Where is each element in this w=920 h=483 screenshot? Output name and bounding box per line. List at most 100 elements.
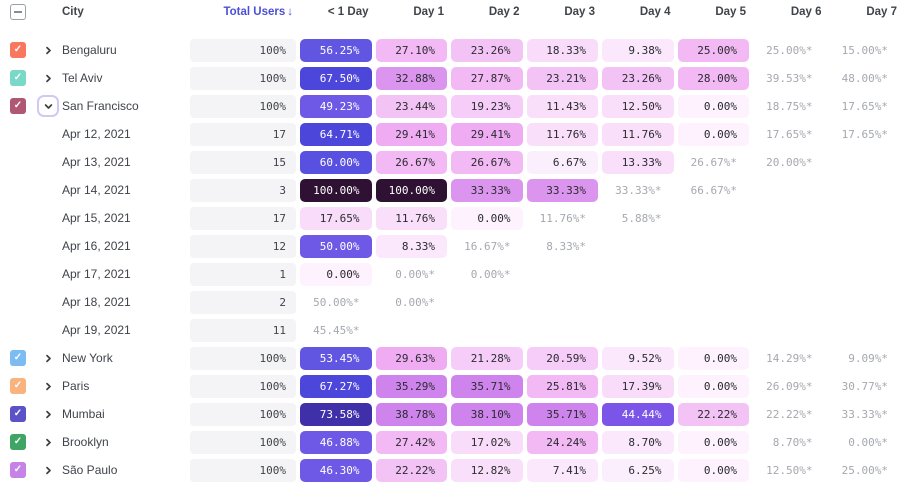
retention-value-pill[interactable]: 0.00%: [300, 262, 372, 286]
retention-value-pill[interactable]: 27.42%: [375, 430, 447, 454]
row-checkbox[interactable]: ✓: [10, 98, 26, 114]
expand-row-button[interactable]: [37, 459, 59, 481]
column-header-day-2[interactable]: Day 2: [488, 5, 520, 18]
collapse-row-button[interactable]: [37, 95, 59, 117]
retention-value-pill[interactable]: 13.33%: [602, 150, 674, 174]
cohort-date-row: Apr 16, 2021 12 50.00% 8.33% 16.67%* 8.33%*: [0, 232, 920, 260]
retention-value-pill[interactable]: 12.82%: [451, 458, 523, 482]
retention-value-partial: 15.00%*: [841, 43, 888, 57]
retention-value-pill[interactable]: 11.43%: [526, 94, 598, 118]
retention-value-pill[interactable]: 22.22%: [375, 458, 447, 482]
retention-value-pill[interactable]: 35.71%: [451, 374, 523, 398]
retention-value-pill[interactable]: 0.00%: [677, 458, 749, 482]
retention-value-pill[interactable]: 21.28%: [451, 346, 523, 370]
expand-row-button[interactable]: [37, 67, 59, 89]
retention-value-pill[interactable]: 53.45%: [300, 346, 372, 370]
retention-value-pill[interactable]: 8.70%: [602, 430, 674, 454]
retention-value-pill[interactable]: 46.88%: [300, 430, 372, 454]
retention-value-pill[interactable]: 23.26%: [602, 66, 674, 90]
expand-row-button[interactable]: [37, 375, 59, 397]
retention-value-pill[interactable]: 17.02%: [451, 430, 523, 454]
row-checkbox[interactable]: ✓: [10, 434, 26, 450]
row-checkbox[interactable]: ✓: [10, 350, 26, 366]
retention-value-pill[interactable]: 17.39%: [602, 374, 674, 398]
retention-value-pill[interactable]: 33.33%: [451, 178, 523, 202]
retention-value-pill[interactable]: 6.25%: [602, 458, 674, 482]
retention-value-pill[interactable]: 0.00%: [677, 94, 749, 118]
retention-value-pill[interactable]: 0.00%: [451, 206, 523, 230]
retention-value-pill[interactable]: 29.41%: [375, 122, 447, 146]
select-all-checkbox[interactable]: [10, 3, 26, 20]
retention-value-pill[interactable]: 60.00%: [300, 150, 372, 174]
retention-value-pill[interactable]: 25.81%: [526, 374, 598, 398]
retention-value-pill[interactable]: 0.00%: [677, 346, 749, 370]
row-checkbox[interactable]: ✓: [10, 42, 26, 58]
retention-value-pill[interactable]: 23.26%: [451, 38, 523, 62]
column-header-total-users[interactable]: Total Users ↓: [190, 6, 296, 18]
retention-value-pill[interactable]: 35.71%: [526, 402, 598, 426]
retention-value-pill[interactable]: 11.76%: [375, 206, 447, 230]
column-header-day-1[interactable]: Day 1: [413, 5, 444, 18]
retention-value-pill[interactable]: 28.00%: [677, 66, 749, 90]
retention-value-pill[interactable]: 29.41%: [451, 122, 523, 146]
retention-value-pill[interactable]: 26.67%: [375, 150, 447, 174]
column-header-day-6[interactable]: Day 6: [790, 5, 822, 18]
row-checkbox[interactable]: ✓: [10, 462, 26, 478]
expand-row-button[interactable]: [37, 431, 59, 453]
retention-value-pill[interactable]: 100.00%: [300, 178, 372, 202]
column-header-day-7[interactable]: Day 7: [866, 5, 897, 18]
column-header-day-3[interactable]: Day 3: [564, 5, 595, 18]
retention-value-pill[interactable]: 67.50%: [300, 66, 372, 90]
retention-value-pill[interactable]: 23.21%: [526, 66, 598, 90]
row-checkbox[interactable]: ✓: [10, 70, 26, 86]
retention-value-pill[interactable]: 11.76%: [602, 122, 674, 146]
retention-value-pill[interactable]: 18.33%: [526, 38, 598, 62]
retention-value-pill[interactable]: 25.00%: [677, 38, 749, 62]
column-header-day-4[interactable]: Day 4: [639, 5, 671, 18]
retention-value-pill[interactable]: 44.44%: [602, 402, 674, 426]
retention-value-pill[interactable]: 9.52%: [602, 346, 674, 370]
retention-value-pill[interactable]: 73.58%: [300, 402, 372, 426]
retention-value-pill[interactable]: 23.44%: [375, 94, 447, 118]
expand-row-button[interactable]: [37, 403, 59, 425]
retention-value-pill[interactable]: 33.33%: [526, 178, 598, 202]
retention-value-pill[interactable]: 49.23%: [300, 94, 372, 118]
column-header-day-5[interactable]: Day 5: [715, 5, 746, 18]
retention-value-pill[interactable]: 38.10%: [451, 402, 523, 426]
expand-row-button[interactable]: [37, 39, 59, 61]
retention-value-pill[interactable]: 12.50%: [602, 94, 674, 118]
retention-value-pill[interactable]: 0.00%: [677, 374, 749, 398]
retention-cell-day-6: 22.22%*: [749, 403, 825, 426]
retention-value-pill[interactable]: 20.59%: [526, 346, 598, 370]
retention-value-pill[interactable]: 22.22%: [677, 402, 749, 426]
retention-value-pill[interactable]: 46.30%: [300, 458, 372, 482]
column-header-city[interactable]: City: [62, 5, 84, 18]
retention-value-pill[interactable]: 38.78%: [375, 402, 447, 426]
retention-value-pill[interactable]: 24.24%: [526, 430, 598, 454]
retention-value-pill[interactable]: 67.27%: [300, 374, 372, 398]
retention-value-pill[interactable]: 50.00%: [300, 234, 372, 258]
retention-value-pill[interactable]: 17.65%: [300, 206, 372, 230]
retention-value-pill[interactable]: 26.67%: [451, 150, 523, 174]
retention-value-pill[interactable]: 19.23%: [451, 94, 523, 118]
retention-value-pill[interactable]: 27.87%: [451, 66, 523, 90]
retention-value-pill[interactable]: 35.29%: [375, 374, 447, 398]
retention-value-pill[interactable]: 32.88%: [375, 66, 447, 90]
expand-row-button[interactable]: [37, 347, 59, 369]
retention-value-pill[interactable]: 27.10%: [375, 38, 447, 62]
retention-value-pill[interactable]: 29.63%: [375, 346, 447, 370]
row-checkbox[interactable]: ✓: [10, 406, 26, 422]
retention-value-pill[interactable]: 6.67%: [526, 150, 598, 174]
retention-value-pill[interactable]: 0.00%: [677, 122, 749, 146]
retention-value-pill[interactable]: 0.00%: [677, 430, 749, 454]
retention-value-pill[interactable]: 100.00%: [375, 178, 447, 202]
retention-value-partial: 0.00%*: [470, 267, 511, 281]
retention-value-pill[interactable]: 11.76%: [526, 122, 598, 146]
retention-value-pill[interactable]: 8.33%: [375, 234, 447, 258]
retention-value-pill[interactable]: 64.71%: [300, 122, 372, 146]
retention-value-pill[interactable]: 9.38%: [602, 38, 674, 62]
column-header-day-0[interactable]: < 1 Day: [327, 5, 369, 18]
retention-value-pill[interactable]: 56.25%: [300, 38, 372, 62]
retention-value-pill[interactable]: 7.41%: [526, 458, 598, 482]
row-checkbox[interactable]: ✓: [10, 378, 26, 394]
